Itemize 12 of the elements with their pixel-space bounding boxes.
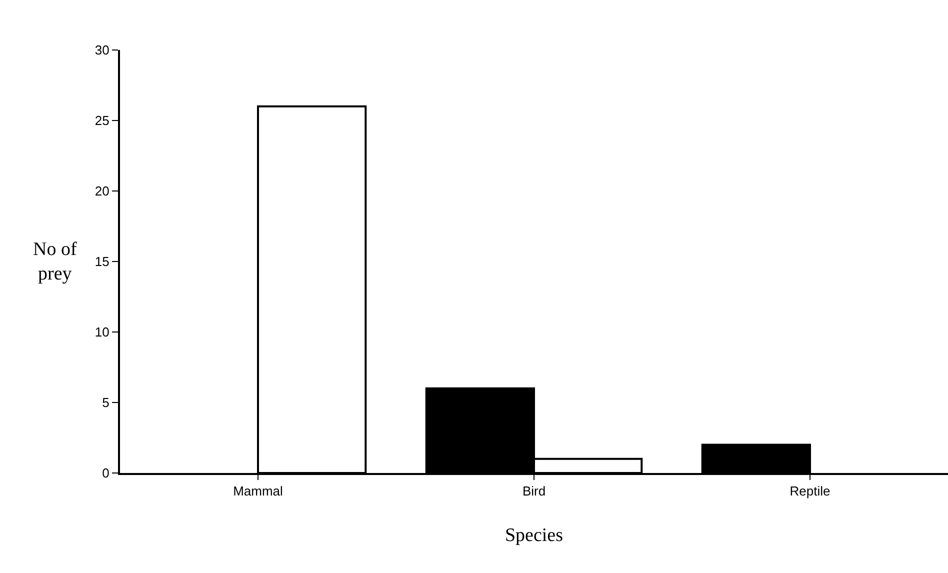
x-axis-title: Species — [504, 524, 564, 546]
y-tick-label: 30 — [94, 42, 110, 58]
x-tick-label: Bird — [522, 484, 546, 499]
y-tick-label: 25 — [94, 113, 110, 128]
y-tick-label: 10 — [94, 324, 110, 340]
y-tick-label: 0 — [102, 466, 110, 481]
x-tick-label: Mammal — [233, 484, 284, 499]
y-tick-label: 5 — [102, 395, 110, 410]
y-axis-title: No of prey — [33, 239, 78, 285]
y-tick-label: 20 — [94, 184, 110, 199]
x-tick-label: Reptile — [790, 484, 830, 499]
y-tick-label: 15 — [94, 254, 110, 270]
